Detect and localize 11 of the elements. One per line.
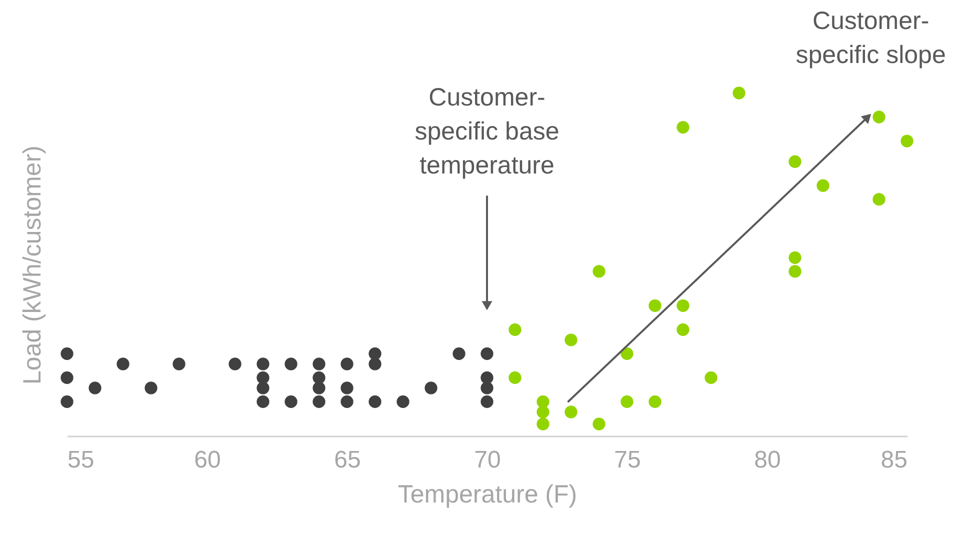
x-tick-label: 80 [754,446,781,474]
x-tick-label: 85 [880,446,908,474]
x-tick-label: 60 [194,446,221,474]
x-tick-label: 55 [68,446,94,474]
x-tick-label: 75 [614,446,641,474]
x-tick-label: 70 [474,446,501,474]
x-axis-title: Temperature (F) [398,480,578,508]
x-tick-label: 65 [334,446,361,474]
annotation: Customer-specific base temperature [414,84,560,180]
y-axis-title: Load (kWh/customer) [18,146,46,384]
annotation: Customer-specific slope [796,7,946,70]
